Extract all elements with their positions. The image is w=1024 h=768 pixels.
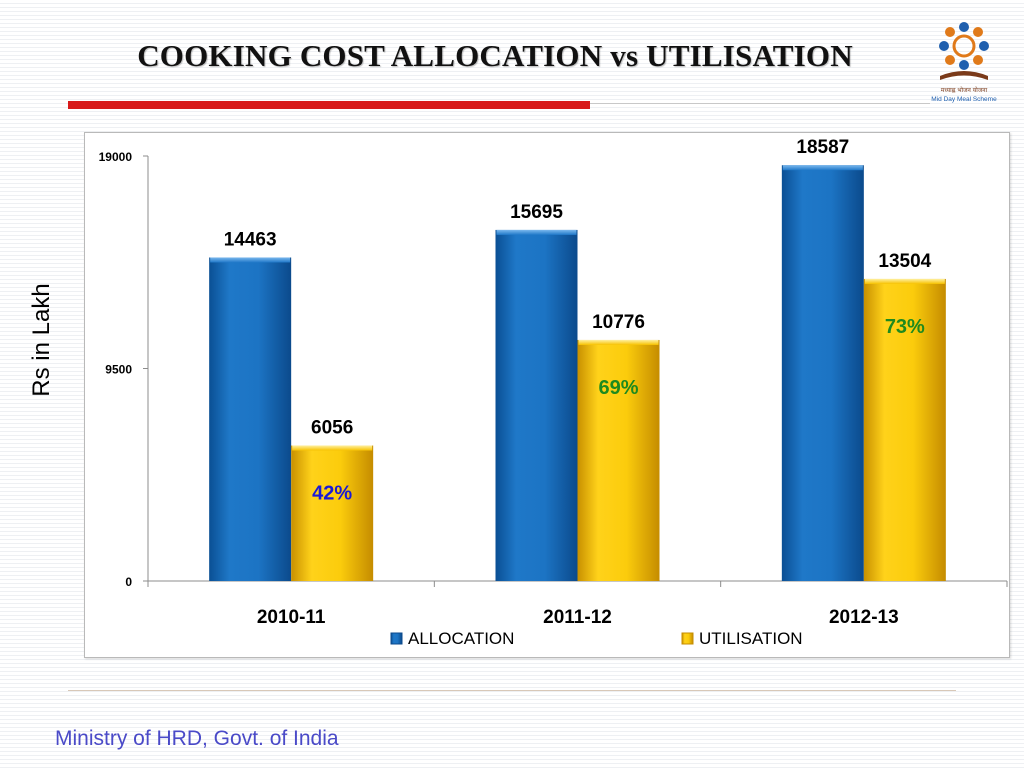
legend-swatch [390, 632, 403, 645]
legend-swatch [681, 632, 694, 645]
footer-divider [68, 690, 956, 691]
allocation-bar [781, 165, 864, 581]
utilisation-bar [291, 445, 374, 581]
mid-day-meal-logo: मध्याह्न भोजन योजना Mid Day Meal Scheme [931, 22, 997, 103]
title-underline-extension [590, 103, 930, 104]
logo-caption-hindi: मध्याह्न भोजन योजना [941, 86, 988, 94]
y-tick-label: 9500 [105, 363, 132, 377]
utilisation-percent-label: 73% [885, 316, 925, 338]
y-tick-label: 19000 [99, 150, 133, 164]
utilisation-value-label: 13504 [878, 251, 931, 272]
utilisation-percent-label: 42% [312, 483, 352, 505]
utilisation-bar-cap [864, 278, 945, 284]
bar-chart: 0 9500 19000 14463 6056 42% 2010-11 15695 10776 6… [99, 137, 1008, 648]
allocation-bar-cap [496, 229, 577, 235]
x-category-label: 2011-12 [543, 607, 612, 628]
allocation-bar-cap [210, 257, 291, 263]
title-underline [68, 101, 590, 109]
y-tick-label: 0 [125, 575, 132, 589]
utilisation-percent-label: 69% [598, 377, 638, 399]
utilisation-bar [863, 278, 946, 581]
footer-text: Ministry of HRD, Govt. of India [55, 727, 339, 750]
utilisation-value-label: 6056 [311, 418, 353, 439]
allocation-value-label: 14463 [224, 229, 277, 250]
utilisation-bar [577, 339, 660, 581]
allocation-bar [495, 229, 578, 581]
utilisation-bar-cap [578, 339, 659, 345]
legend-label: UTILISATION [699, 629, 803, 648]
logo-caption-english: Mid Day Meal Scheme [931, 96, 997, 103]
x-category-label: 2010-11 [257, 607, 326, 628]
legend-label: ALLOCATION [408, 629, 514, 648]
slide-title: COOKING COST ALLOCATION vs UTILISATION [137, 38, 853, 73]
x-category-label: 2012-13 [829, 607, 899, 628]
logo-figures-ring [939, 22, 989, 70]
utilisation-bar-cap [292, 445, 373, 451]
utilisation-value-label: 10776 [592, 312, 645, 333]
y-axis-title: Rs in Lakh [28, 283, 55, 397]
allocation-bar-cap [782, 165, 863, 171]
allocation-bar [209, 257, 292, 581]
allocation-value-label: 18587 [796, 137, 849, 158]
chart-area: 0 9500 19000 14463 6056 42% 2010-11 15695 10776 6… [84, 132, 1010, 658]
allocation-value-label: 15695 [510, 202, 563, 223]
